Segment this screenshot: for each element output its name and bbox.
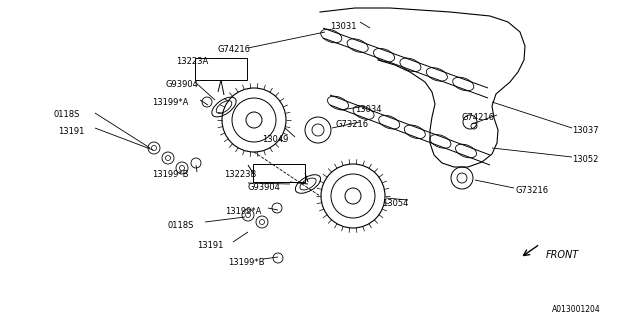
Text: 13199*A: 13199*A — [152, 98, 188, 107]
Text: 13199*B: 13199*B — [152, 170, 189, 179]
Text: G73216: G73216 — [335, 120, 368, 129]
Text: G93904: G93904 — [247, 183, 280, 192]
Text: 0118S: 0118S — [53, 110, 79, 119]
Text: 0118S: 0118S — [168, 221, 195, 230]
Text: 13037: 13037 — [572, 126, 598, 135]
Text: 13191: 13191 — [58, 127, 84, 136]
Text: 13052: 13052 — [572, 155, 598, 164]
Text: 13031: 13031 — [330, 22, 356, 31]
Text: 13191: 13191 — [197, 241, 223, 250]
Text: 13199*A: 13199*A — [225, 207, 261, 216]
Text: 13223B: 13223B — [224, 170, 257, 179]
Text: 13049: 13049 — [262, 135, 289, 144]
Bar — [195, 58, 247, 80]
Text: 13034: 13034 — [355, 105, 381, 114]
Text: 13223A: 13223A — [176, 57, 208, 66]
Text: FRONT: FRONT — [546, 250, 579, 260]
Text: G74216: G74216 — [461, 113, 494, 122]
Text: 13199*B: 13199*B — [228, 258, 264, 267]
Text: G93904: G93904 — [166, 80, 199, 89]
Text: G74216: G74216 — [217, 45, 250, 54]
Bar — [253, 164, 305, 182]
Text: 13054: 13054 — [382, 199, 408, 208]
Text: A013001204: A013001204 — [552, 305, 601, 314]
Text: G73216: G73216 — [515, 186, 548, 195]
